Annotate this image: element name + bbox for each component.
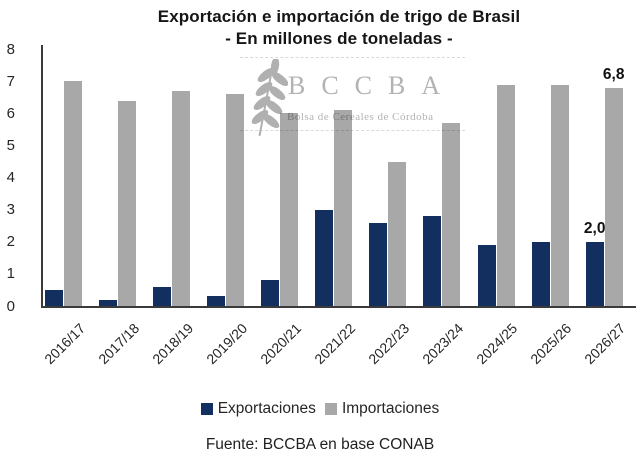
bar-importaciones-2021/22 [334,110,353,306]
legend-swatch-exportaciones [200,403,213,415]
bar-exportaciones-2026/27 [585,241,604,306]
bar-importaciones-2025/26 [550,84,569,306]
chart-subtitle: - En millones de toneladas - [225,29,453,49]
bar-exportaciones-2017/18 [99,299,118,306]
bar-importaciones-2019/20 [226,94,245,306]
bar-exportaciones-2019/20 [207,296,226,306]
bar-exportaciones-2018/19 [153,286,172,306]
bar-importaciones-2017/18 [118,100,137,306]
bar-importaciones-2026/27 [604,87,623,306]
x-axis-line [41,306,636,308]
chart-legend: Exportaciones Importaciones [0,400,640,418]
chart-title: Exportación e importación de trigo de Br… [157,7,521,26]
watermark-acronym: BCCBA [288,71,457,100]
legend-label-exportaciones: Exportaciones [217,400,316,417]
bar-exportaciones-2023/24 [423,216,442,306]
title-block: Exportación e importación de trigo de Br… [42,6,636,51]
bar-exportaciones-2021/22 [315,209,334,306]
bar-importaciones-2016/17 [64,81,82,306]
bar-exportaciones-2025/26 [531,241,550,306]
y-tick-5: 5 [6,137,15,154]
legend-swatch-importaciones [324,403,337,415]
y-tick-2: 2 [6,233,15,251]
y-tick-8: 8 [6,40,15,58]
bar-importaciones-2022/23 [388,161,407,306]
y-tick-7: 7 [6,72,15,90]
bar-exportaciones-2022/23 [369,222,388,306]
watermark-name: Bolsa de Cereales de Córdoba [287,111,434,123]
y-tick-4: 4 [6,169,15,187]
y-tick-6: 6 [6,104,15,122]
legend-item-importaciones: Importaciones [324,400,440,418]
y-axis-line [41,45,43,306]
bar-exportaciones-2020/21 [261,280,280,306]
source-note: Fuente: BCCBA en base CONAB [205,436,435,453]
legend-label-importaciones: Importaciones [341,400,440,417]
y-tick-0: 0 [6,297,15,315]
data-label-exportaciones-2026/27: 2,0 [583,219,606,237]
bar-exportaciones-2016/17 [45,289,63,306]
y-tick-3: 3 [6,201,15,219]
bar-exportaciones-2024/25 [477,245,496,306]
bccba-watermark: BCCBA Bolsa de Cereales de Córdoba [240,57,465,136]
y-tick-1: 1 [6,265,15,283]
bar-importaciones-2023/24 [442,123,461,306]
bar-importaciones-2018/19 [172,90,191,306]
data-label-importaciones-2026/27: 6,8 [602,65,625,83]
legend-item-exportaciones: Exportaciones [200,400,316,418]
bar-importaciones-2020/21 [280,113,299,306]
bar-importaciones-2024/25 [496,84,515,306]
